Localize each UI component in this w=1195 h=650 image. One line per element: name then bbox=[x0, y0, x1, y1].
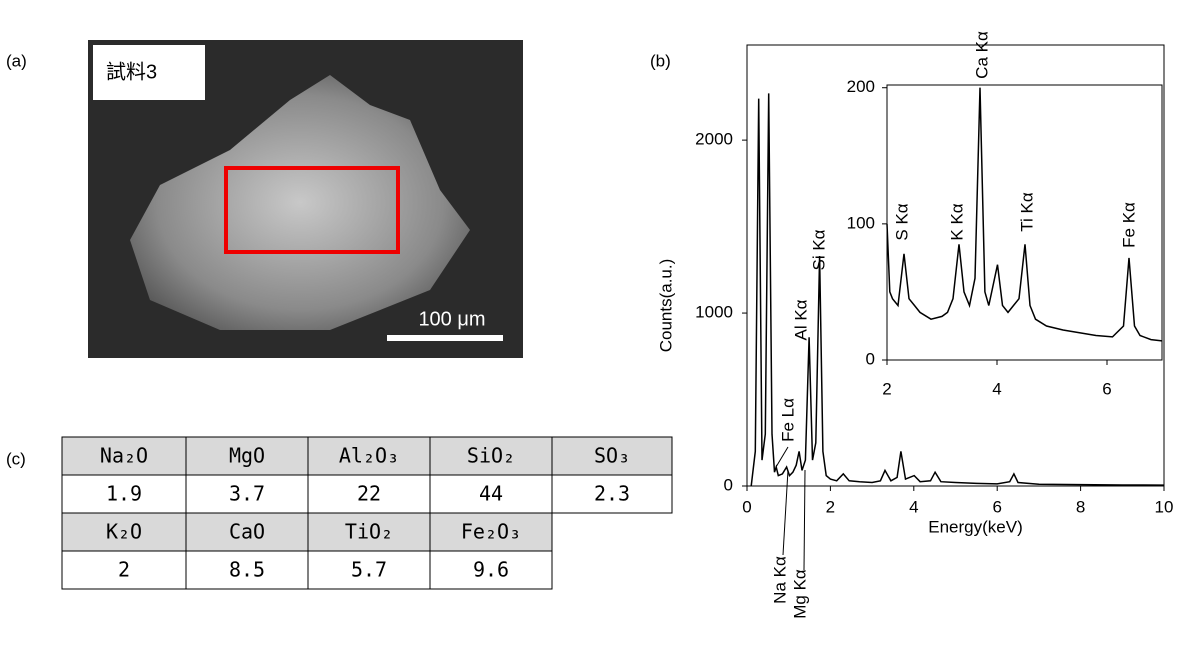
table-cell bbox=[307, 474, 431, 514]
table-cell bbox=[307, 550, 431, 590]
table-cell bbox=[429, 550, 553, 590]
x-tick-label: 6 bbox=[1102, 379, 1111, 398]
analysis-region bbox=[224, 166, 400, 254]
table-header-text: Na₂O bbox=[100, 444, 148, 468]
table-value: 44 bbox=[479, 482, 503, 506]
table-header-text: SO₃ bbox=[594, 444, 630, 468]
peak-label: Al Kα bbox=[791, 299, 810, 340]
table-value: 1.9 bbox=[106, 482, 142, 506]
peak-label: Si Kα bbox=[809, 229, 828, 270]
peak-label: S Kα bbox=[892, 203, 911, 240]
table-header-cell bbox=[429, 512, 553, 552]
table-value: 2 bbox=[118, 558, 130, 582]
y-tick-label: 200 bbox=[847, 77, 875, 96]
y-tick-label: 100 bbox=[847, 213, 875, 232]
peak-label: Fe Kα bbox=[1119, 202, 1138, 248]
table-header-cell bbox=[429, 436, 553, 476]
y-tick-label: 1000 bbox=[695, 303, 733, 322]
x-axis-label: Energy(keV) bbox=[928, 517, 1022, 536]
panel-label: (c) bbox=[6, 449, 26, 468]
table-header-text: Al₂O₃ bbox=[339, 444, 399, 468]
table-cell bbox=[429, 474, 553, 514]
sem-image: 試料3 100 μm bbox=[88, 40, 523, 358]
y-tick-label: 0 bbox=[724, 475, 733, 494]
x-tick-label: 4 bbox=[992, 379, 1001, 398]
table-value: 5.7 bbox=[351, 558, 387, 582]
x-tick-label: 8 bbox=[1076, 497, 1085, 516]
table-header-text: SiO₂ bbox=[467, 444, 515, 468]
inset-frame bbox=[886, 84, 1163, 361]
peak-label: Ca Kα bbox=[972, 31, 991, 79]
y-axis-label: Counts(a.u.) bbox=[656, 259, 675, 353]
table-value: 9.6 bbox=[473, 558, 509, 582]
y-tick-label: 2000 bbox=[695, 130, 733, 149]
spectrum-line bbox=[750, 93, 1165, 487]
sample-particle bbox=[130, 75, 470, 330]
table-header-cell bbox=[551, 436, 673, 476]
table-header-text: TiO₂ bbox=[345, 520, 393, 544]
leader-line bbox=[775, 446, 789, 468]
leader-line bbox=[803, 469, 806, 571]
panel-label: (a) bbox=[6, 51, 27, 70]
table-header-text: Fe₂O₃ bbox=[461, 520, 521, 544]
sample-label: 試料3 bbox=[106, 60, 157, 83]
peak-label: Mg Kα bbox=[790, 569, 809, 619]
table-header-cell bbox=[307, 512, 431, 552]
table-header-cell bbox=[61, 436, 187, 476]
peak-label: K Kα bbox=[947, 203, 966, 240]
x-tick-label: 2 bbox=[882, 379, 891, 398]
table-value: 3.7 bbox=[229, 482, 265, 506]
peak-label: Fe Lα bbox=[778, 398, 797, 442]
peak-label: Ti Kα bbox=[1017, 192, 1036, 232]
spectrum-line bbox=[886, 87, 1163, 342]
sample-label-box bbox=[93, 45, 205, 100]
table-value: 8.5 bbox=[229, 558, 265, 582]
table-header-cell bbox=[61, 512, 187, 552]
x-tick-label: 0 bbox=[742, 497, 751, 516]
table-value: 2.3 bbox=[594, 482, 630, 506]
table-header-cell bbox=[185, 512, 309, 552]
table-cell bbox=[185, 474, 309, 514]
y-tick-label: 0 bbox=[866, 349, 875, 368]
x-tick-label: 10 bbox=[1155, 497, 1174, 516]
table-header-text: CaO bbox=[229, 520, 265, 544]
x-tick-label: 6 bbox=[992, 497, 1001, 516]
scale-bar-label: 100 μm bbox=[418, 308, 485, 330]
x-tick-label: 4 bbox=[909, 497, 918, 516]
table-header-text: MgO bbox=[229, 444, 265, 468]
leader-line bbox=[782, 469, 789, 556]
x-tick-label: 2 bbox=[826, 497, 835, 516]
table-cell bbox=[551, 474, 673, 514]
table-value: 22 bbox=[357, 482, 381, 506]
table-cell bbox=[61, 550, 187, 590]
table-cell bbox=[185, 550, 309, 590]
table-header-text: K₂O bbox=[106, 520, 142, 544]
panel-label: (b) bbox=[650, 51, 671, 70]
peak-label: Na Kα bbox=[770, 556, 789, 604]
